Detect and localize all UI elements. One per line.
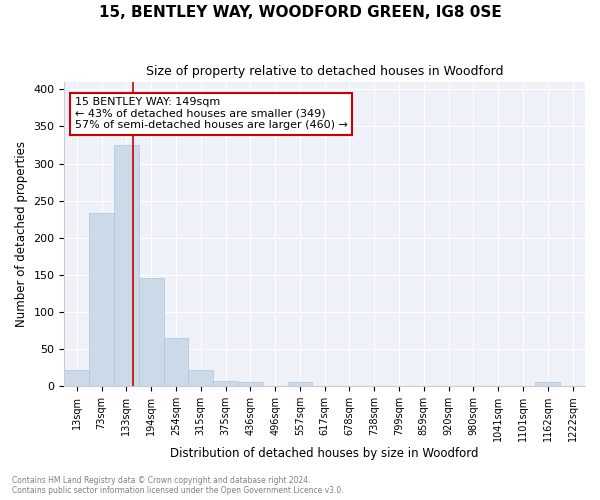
Y-axis label: Number of detached properties: Number of detached properties bbox=[15, 141, 28, 327]
Bar bbox=[287, 382, 313, 386]
X-axis label: Distribution of detached houses by size in Woodford: Distribution of detached houses by size … bbox=[170, 447, 479, 460]
Text: 15 BENTLEY WAY: 149sqm
← 43% of detached houses are smaller (349)
57% of semi-de: 15 BENTLEY WAY: 149sqm ← 43% of detached… bbox=[75, 97, 347, 130]
Bar bbox=[535, 382, 560, 386]
Bar bbox=[64, 370, 89, 386]
Bar bbox=[89, 212, 114, 386]
Bar bbox=[164, 338, 188, 386]
Bar bbox=[188, 370, 213, 386]
Title: Size of property relative to detached houses in Woodford: Size of property relative to detached ho… bbox=[146, 65, 503, 78]
Bar bbox=[238, 382, 263, 386]
Text: 15, BENTLEY WAY, WOODFORD GREEN, IG8 0SE: 15, BENTLEY WAY, WOODFORD GREEN, IG8 0SE bbox=[98, 5, 502, 20]
Text: Contains HM Land Registry data © Crown copyright and database right 2024.
Contai: Contains HM Land Registry data © Crown c… bbox=[12, 476, 344, 495]
Bar bbox=[139, 278, 164, 386]
Bar bbox=[114, 145, 139, 386]
Bar bbox=[213, 381, 238, 386]
